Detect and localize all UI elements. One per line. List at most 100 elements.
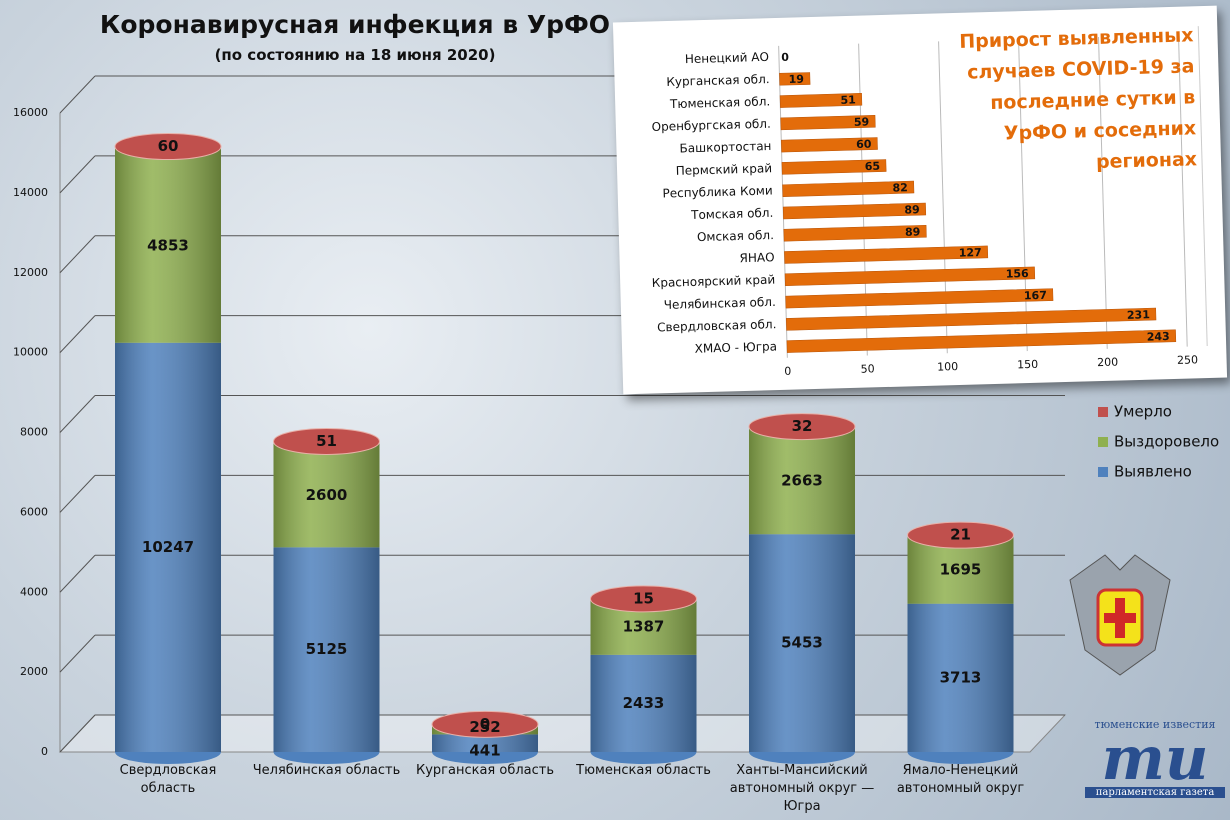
data-label: 60 (856, 138, 872, 151)
legend-label: Выздоровело (1114, 433, 1219, 451)
bar (786, 329, 1177, 353)
shade (273, 547, 380, 752)
grid-line (59, 714, 96, 753)
cylinder-cap (590, 585, 697, 613)
inset-chart: 0 50 100 150 200 250 Ненецкий АО 0 Курганская об… (612, 5, 1228, 395)
x-tick-label: Свердловская область (119, 763, 217, 796)
y-tick-label: ХМАО - Югра (694, 339, 777, 355)
grid-line (938, 41, 948, 354)
data-label: 32 (792, 417, 813, 435)
shade (115, 342, 221, 752)
legend-label: Выявлено (1114, 463, 1192, 481)
bar (783, 225, 927, 242)
data-label: 5453 (781, 634, 823, 652)
x-tick-label: 100 (937, 360, 958, 374)
y-tick-label: Ненецкий АО (685, 50, 769, 66)
data-label: 82 (892, 181, 908, 194)
x-tick-label: 0 (784, 365, 791, 378)
data-label: 51 (840, 93, 856, 106)
logo-top: тюменские известия (1094, 718, 1216, 731)
data-label: 89 (905, 225, 921, 238)
bar (781, 159, 887, 175)
grid-line (778, 45, 788, 358)
cylinder-cap (907, 521, 1014, 549)
data-label: 252 (469, 718, 500, 736)
logo: тюменские известия ти парламентская газе… (1085, 718, 1225, 798)
data-label: 65 (865, 160, 881, 173)
cylinder-cap (748, 413, 856, 441)
bar (779, 93, 863, 108)
y-tick-label: Пермский край (676, 161, 773, 178)
data-label: 3713 (940, 668, 982, 686)
shade (907, 603, 1014, 752)
data-label: 231 (1127, 308, 1150, 322)
data-label: 2663 (781, 472, 823, 490)
data-label: 1695 (940, 560, 982, 578)
y-tick-label: Тюменская обл. (669, 94, 771, 111)
y-tick-label: Свердловская обл. (657, 317, 777, 334)
y-tick-label: 4000 (20, 585, 48, 598)
logo-bottom: парламентская газета (1085, 787, 1225, 798)
emblem (1069, 554, 1171, 676)
y-tick-label: 6000 (20, 505, 48, 518)
bar (782, 202, 927, 220)
data-label: 10247 (142, 538, 194, 556)
grid-line (1098, 36, 1108, 349)
y-tick-label: 0 (41, 745, 48, 758)
data-label: 0 (781, 51, 789, 64)
data-label: 243 (1147, 330, 1170, 344)
data-label: 167 (1024, 289, 1047, 303)
shade (432, 734, 538, 752)
x-tick-label: Тюменская область (576, 763, 711, 778)
y-tick-label: 8000 (20, 426, 48, 439)
bar (785, 307, 1157, 331)
data-label: 441 (469, 742, 500, 760)
data-label: 21 (950, 526, 971, 544)
data-label: 127 (959, 246, 982, 260)
data-label: 19 (788, 73, 804, 86)
bar (779, 72, 811, 86)
legend-swatch (1098, 437, 1108, 447)
inset-plot: 0 50 100 150 200 250 Ненецкий АО 0 Курганская об… (651, 26, 1208, 378)
grid-line (1177, 34, 1188, 347)
y-tick-label: 2000 (20, 665, 48, 678)
grid-line (59, 155, 96, 194)
y-tick-label: 14000 (13, 186, 48, 199)
y-tick-label: Оренбургская обл. (651, 117, 771, 134)
x-tick-label: Челябинская область (252, 763, 401, 778)
shade (590, 654, 697, 752)
logo-mark: ти (1101, 724, 1209, 794)
x-tick-label: 150 (1017, 358, 1038, 372)
cylinder-cap (114, 133, 222, 161)
legend-swatch (1098, 467, 1108, 477)
grid-line (59, 475, 96, 513)
y-tick-label: Омская обл. (697, 228, 774, 244)
data-label: 59 (854, 115, 870, 128)
shade (749, 427, 855, 535)
y-tick-label: 16000 (13, 106, 48, 119)
bar (784, 266, 1036, 287)
grid-line (59, 554, 96, 593)
grid-line (59, 634, 96, 673)
cylinder-cap (273, 427, 380, 455)
data-label: 4853 (147, 236, 189, 254)
bar (780, 114, 876, 131)
legend-swatch (1098, 407, 1108, 417)
y-tick-label: 10000 (13, 346, 48, 359)
data-label: 89 (904, 203, 920, 216)
bar (784, 245, 989, 264)
x-tick-label: Курганская область (415, 763, 555, 778)
x-tick-label: 50 (861, 362, 875, 375)
grid-line (858, 43, 868, 356)
y-tick-label: Челябинская обл. (664, 295, 776, 312)
data-label: 1387 (623, 618, 665, 636)
data-label: 60 (158, 137, 179, 155)
y-tick-label: ЯНАО (739, 250, 774, 265)
data-label: 15 (633, 589, 654, 607)
y-tick-label: 12000 (13, 266, 48, 279)
legend-label: Умерло (1114, 403, 1172, 421)
inset-frame (1197, 26, 1208, 347)
data-label: 2600 (306, 486, 348, 504)
data-label: 51 (316, 432, 337, 450)
